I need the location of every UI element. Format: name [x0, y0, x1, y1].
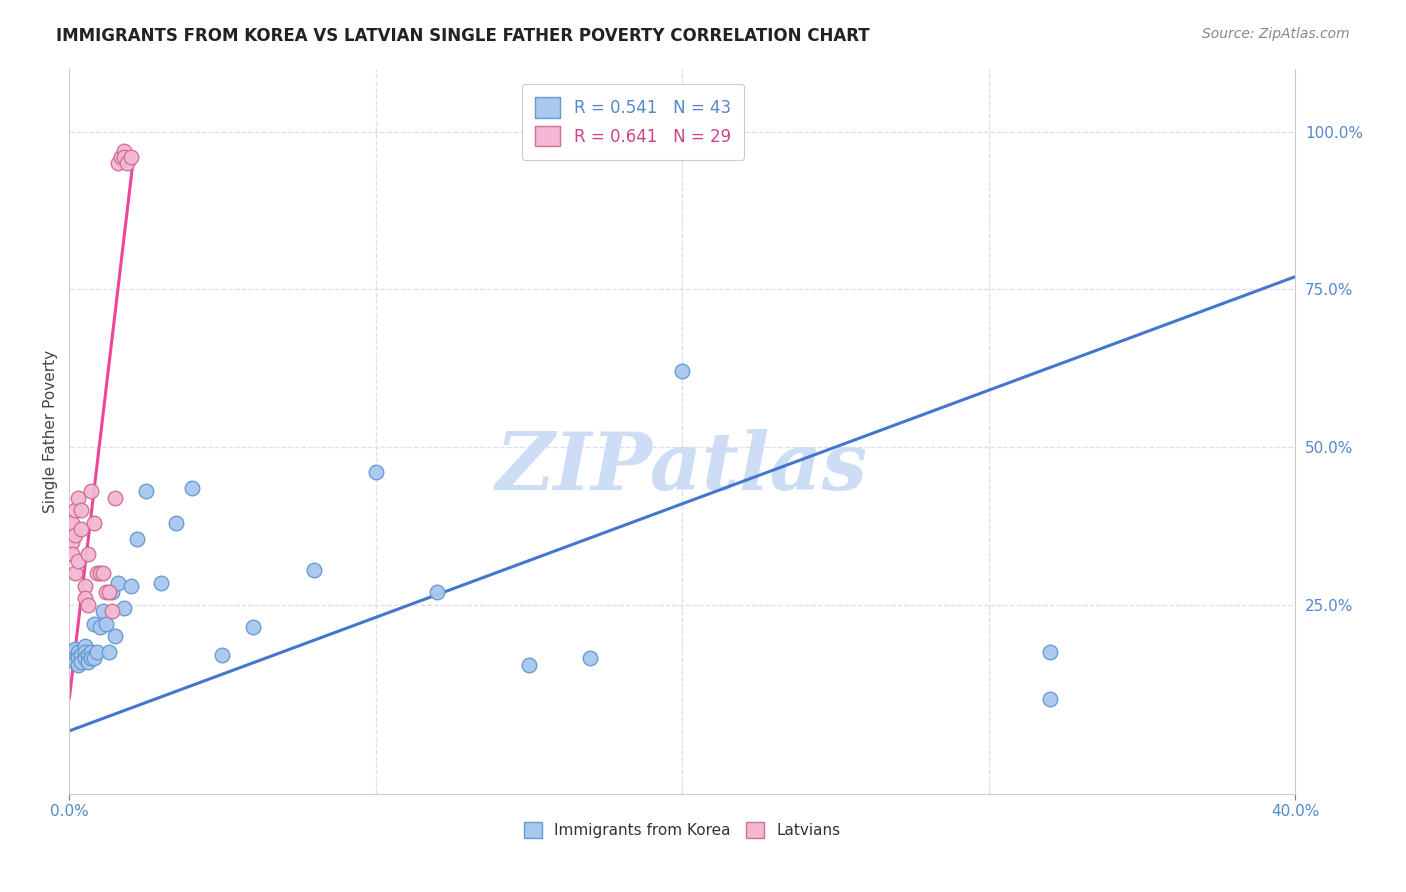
Point — [112, 150, 135, 164]
Point — [98, 645, 121, 659]
Point — [67, 645, 90, 659]
Point — [65, 503, 87, 517]
Text: ZIPatlas: ZIPatlas — [496, 429, 869, 507]
Text: Source: ZipAtlas.com: Source: ZipAtlas.com — [1202, 27, 1350, 41]
Point — [73, 639, 96, 653]
Point — [364, 465, 387, 479]
Point — [112, 144, 135, 158]
Point — [76, 598, 98, 612]
Point — [1039, 645, 1062, 659]
Point — [60, 645, 83, 659]
Point — [73, 591, 96, 606]
Point — [86, 566, 108, 581]
Point — [135, 484, 157, 499]
Point — [60, 651, 83, 665]
Point — [89, 620, 111, 634]
Point — [117, 156, 139, 170]
Point — [150, 575, 173, 590]
Point — [86, 645, 108, 659]
Point — [104, 491, 127, 505]
Point — [112, 601, 135, 615]
Legend: Immigrants from Korea, Latvians: Immigrants from Korea, Latvians — [517, 816, 846, 845]
Point — [70, 648, 93, 663]
Point — [70, 503, 93, 517]
Point — [91, 604, 114, 618]
Point — [1039, 692, 1062, 706]
Point — [94, 616, 117, 631]
Point — [83, 651, 105, 665]
Point — [101, 585, 124, 599]
Point — [107, 575, 129, 590]
Point — [60, 534, 83, 549]
Point — [579, 651, 602, 665]
Point — [120, 150, 142, 164]
Point — [79, 645, 101, 659]
Point — [89, 566, 111, 581]
Point — [180, 481, 202, 495]
Point — [211, 648, 233, 663]
Point — [242, 620, 264, 634]
Point — [73, 645, 96, 659]
Point — [70, 522, 93, 536]
Point — [671, 364, 693, 378]
Point — [125, 532, 148, 546]
Point — [304, 563, 326, 577]
Point — [76, 655, 98, 669]
Point — [67, 651, 90, 665]
Point — [120, 579, 142, 593]
Point — [166, 516, 188, 530]
Point — [73, 579, 96, 593]
Point — [60, 516, 83, 530]
Point — [83, 616, 105, 631]
Point — [65, 566, 87, 581]
Point — [101, 604, 124, 618]
Y-axis label: Single Father Poverty: Single Father Poverty — [44, 350, 58, 513]
Point — [73, 651, 96, 665]
Point — [110, 150, 132, 164]
Point — [98, 585, 121, 599]
Point — [76, 547, 98, 561]
Point — [65, 641, 87, 656]
Point — [76, 648, 98, 663]
Point — [67, 553, 90, 567]
Point — [67, 491, 90, 505]
Point — [104, 629, 127, 643]
Point — [83, 516, 105, 530]
Point — [65, 528, 87, 542]
Text: IMMIGRANTS FROM KOREA VS LATVIAN SINGLE FATHER POVERTY CORRELATION CHART: IMMIGRANTS FROM KOREA VS LATVIAN SINGLE … — [56, 27, 870, 45]
Point — [79, 651, 101, 665]
Point — [107, 156, 129, 170]
Point — [91, 566, 114, 581]
Point — [70, 655, 93, 669]
Point — [67, 657, 90, 672]
Point — [426, 585, 449, 599]
Point — [94, 585, 117, 599]
Point — [65, 655, 87, 669]
Point — [79, 484, 101, 499]
Point — [517, 657, 540, 672]
Point — [60, 547, 83, 561]
